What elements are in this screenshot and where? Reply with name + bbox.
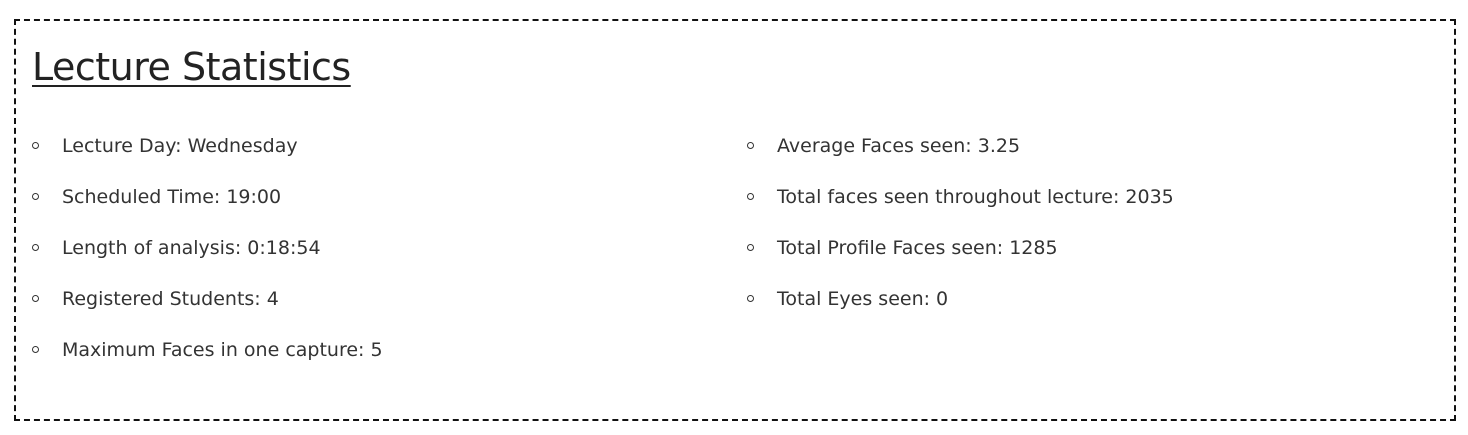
circle-bullet-icon — [32, 346, 39, 353]
stat-text: Maximum Faces in one capture: 5 — [62, 339, 383, 361]
circle-bullet-icon — [747, 295, 754, 302]
circle-bullet-icon — [32, 295, 39, 302]
stat-text: Total faces seen throughout lecture: 203… — [777, 186, 1174, 208]
stat-text: Total Profile Faces seen: 1285 — [777, 237, 1058, 259]
circle-bullet-icon — [32, 244, 39, 251]
lecture-statistics-panel: Lecture Statistics Lecture Day: Wednesda… — [14, 19, 1456, 421]
circle-bullet-icon — [32, 142, 39, 149]
stats-list-left: Lecture Day: Wednesday Scheduled Time: 1… — [32, 131, 383, 386]
stats-list-right: Average Faces seen: 3.25 Total faces see… — [747, 131, 1174, 335]
panel-title: Lecture Statistics — [32, 45, 351, 89]
stat-total-profile-faces: Total Profile Faces seen: 1285 — [747, 233, 1174, 284]
circle-bullet-icon — [747, 142, 754, 149]
stat-text: Registered Students: 4 — [62, 288, 279, 310]
circle-bullet-icon — [747, 244, 754, 251]
stat-total-eyes: Total Eyes seen: 0 — [747, 284, 1174, 335]
stat-length-of-analysis: Length of analysis: 0:18:54 — [32, 233, 383, 284]
stat-lecture-day: Lecture Day: Wednesday — [32, 131, 383, 182]
stat-average-faces: Average Faces seen: 3.25 — [747, 131, 1174, 182]
stat-scheduled-time: Scheduled Time: 19:00 — [32, 182, 383, 233]
stat-text: Length of analysis: 0:18:54 — [62, 237, 321, 259]
stat-registered-students: Registered Students: 4 — [32, 284, 383, 335]
stat-total-faces: Total faces seen throughout lecture: 203… — [747, 182, 1174, 233]
stat-text: Scheduled Time: 19:00 — [62, 186, 282, 208]
circle-bullet-icon — [747, 193, 754, 200]
stat-text: Total Eyes seen: 0 — [777, 288, 949, 310]
stat-text: Average Faces seen: 3.25 — [777, 135, 1021, 157]
circle-bullet-icon — [32, 193, 39, 200]
stat-text: Lecture Day: Wednesday — [62, 135, 298, 157]
stat-maximum-faces: Maximum Faces in one capture: 5 — [32, 335, 383, 386]
